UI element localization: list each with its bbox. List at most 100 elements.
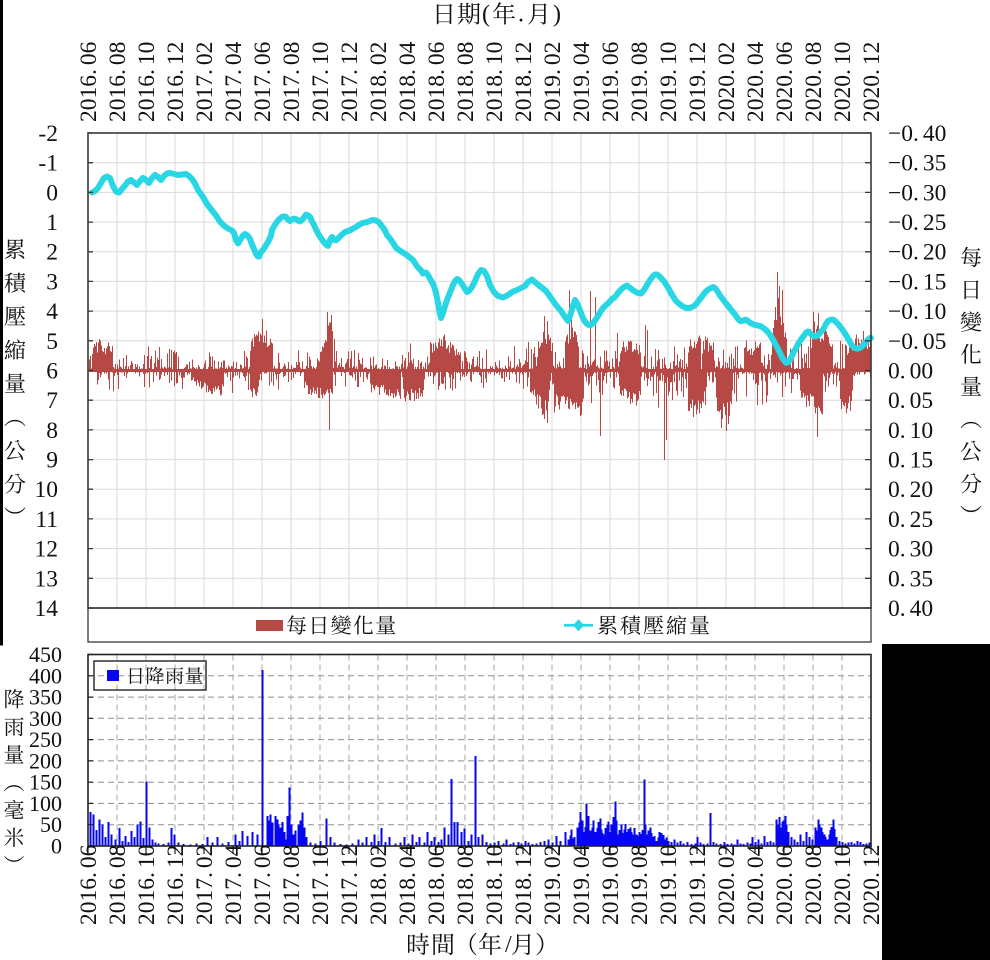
svg-text:−0.: −0. xyxy=(888,269,919,295)
svg-text:1: 1 xyxy=(46,210,58,236)
svg-text:2016.08: 2016.08 xyxy=(105,845,131,925)
svg-text:00: 00 xyxy=(910,359,934,385)
svg-text:12: 12 xyxy=(35,537,59,563)
svg-text:2018.08: 2018.08 xyxy=(453,845,479,925)
svg-text:-1: -1 xyxy=(38,151,58,177)
svg-text:−0.: −0. xyxy=(888,151,919,177)
svg-text:2017.06: 2017.06 xyxy=(250,41,276,122)
svg-text:2020.02: 2020.02 xyxy=(714,845,740,925)
svg-text:2017.02: 2017.02 xyxy=(192,845,218,925)
svg-text:0.: 0. xyxy=(888,388,906,414)
svg-text:250: 250 xyxy=(29,727,62,752)
svg-text:-2: -2 xyxy=(38,121,58,147)
svg-text:2020.10: 2020.10 xyxy=(830,845,856,925)
svg-text:8: 8 xyxy=(46,418,58,444)
svg-text:2016.06: 2016.06 xyxy=(76,41,102,122)
svg-text:(: ( xyxy=(482,2,490,28)
svg-text:2016.12: 2016.12 xyxy=(163,845,189,925)
svg-text:): ) xyxy=(553,2,561,28)
svg-text:0.: 0. xyxy=(888,507,906,533)
svg-text:2017.08: 2017.08 xyxy=(279,845,305,925)
svg-text:2019.04: 2019.04 xyxy=(569,41,595,122)
svg-text:2019.08: 2019.08 xyxy=(627,845,653,925)
svg-text:2020.08: 2020.08 xyxy=(801,845,827,925)
svg-text:2016.06: 2016.06 xyxy=(76,844,102,925)
svg-text:−0.: −0. xyxy=(888,121,919,147)
svg-text:−0.: −0. xyxy=(888,329,919,355)
svg-text:2018.10: 2018.10 xyxy=(482,42,508,122)
svg-text:2020.08: 2020.08 xyxy=(801,42,827,122)
svg-text:13: 13 xyxy=(35,566,59,592)
svg-text:2019.08: 2019.08 xyxy=(627,42,653,122)
svg-text:0.: 0. xyxy=(888,418,906,444)
svg-text:2020.02: 2020.02 xyxy=(714,42,740,122)
svg-text:2019.12: 2019.12 xyxy=(685,42,711,122)
svg-text:10: 10 xyxy=(923,299,947,325)
svg-text:25: 25 xyxy=(923,210,947,236)
svg-text:05: 05 xyxy=(923,329,947,355)
svg-text:20: 20 xyxy=(910,477,934,503)
svg-text:2020.04: 2020.04 xyxy=(743,41,769,122)
svg-text:2018.06: 2018.06 xyxy=(424,844,450,925)
svg-text:25: 25 xyxy=(910,507,934,533)
svg-text:2019.02: 2019.02 xyxy=(540,42,566,122)
svg-text:350: 350 xyxy=(29,685,62,710)
svg-text:35: 35 xyxy=(910,566,934,592)
svg-text:2018.04: 2018.04 xyxy=(395,844,421,925)
svg-text:2020.06: 2020.06 xyxy=(772,844,798,925)
svg-text:2018.06: 2018.06 xyxy=(424,41,450,122)
svg-text:15: 15 xyxy=(923,269,947,295)
svg-text:2016.12: 2016.12 xyxy=(163,42,189,122)
svg-text:05: 05 xyxy=(910,388,934,414)
svg-text:11: 11 xyxy=(35,507,58,533)
svg-text:15: 15 xyxy=(910,448,934,474)
svg-text:2016.08: 2016.08 xyxy=(105,42,131,122)
svg-text:2019.02: 2019.02 xyxy=(540,845,566,925)
svg-text:6: 6 xyxy=(46,359,58,385)
svg-text:2017.10: 2017.10 xyxy=(308,42,334,122)
svg-text:30: 30 xyxy=(923,180,947,206)
svg-text:0.: 0. xyxy=(888,537,906,563)
svg-text:−0.: −0. xyxy=(888,240,919,266)
svg-text:2017.04: 2017.04 xyxy=(221,41,247,122)
svg-text:−0.: −0. xyxy=(888,210,919,236)
svg-text:2018.04: 2018.04 xyxy=(395,41,421,122)
svg-text:2017.08: 2017.08 xyxy=(279,42,305,122)
svg-text:2020.06: 2020.06 xyxy=(772,41,798,122)
svg-text:5: 5 xyxy=(46,329,58,355)
svg-text:−0.: −0. xyxy=(888,299,919,325)
svg-text:2020.12: 2020.12 xyxy=(859,42,885,122)
svg-text:150: 150 xyxy=(29,770,62,795)
svg-text:2017.12: 2017.12 xyxy=(337,845,363,925)
svg-text:2019.04: 2019.04 xyxy=(569,844,595,925)
svg-text:30: 30 xyxy=(910,537,934,563)
svg-text:3: 3 xyxy=(46,269,58,295)
svg-text:/: / xyxy=(505,932,512,958)
svg-text:2017.10: 2017.10 xyxy=(308,845,334,925)
svg-text:2018.12: 2018.12 xyxy=(511,42,537,122)
svg-text:0.: 0. xyxy=(888,477,906,503)
svg-text:2019.10: 2019.10 xyxy=(656,845,682,925)
svg-text:2: 2 xyxy=(46,240,58,266)
svg-text:10: 10 xyxy=(910,418,934,444)
svg-text:2019.06: 2019.06 xyxy=(598,844,624,925)
svg-text:2017.06: 2017.06 xyxy=(250,844,276,925)
svg-text:0.: 0. xyxy=(888,359,906,385)
svg-text:2018.02: 2018.02 xyxy=(366,42,392,122)
svg-text:0.: 0. xyxy=(888,448,906,474)
svg-text:2017.04: 2017.04 xyxy=(221,844,247,925)
svg-text:50: 50 xyxy=(40,812,62,837)
svg-text:300: 300 xyxy=(29,706,62,731)
svg-text:0: 0 xyxy=(51,834,62,859)
svg-text:2020.12: 2020.12 xyxy=(859,845,885,925)
svg-text:40: 40 xyxy=(923,121,947,147)
svg-text:0.: 0. xyxy=(888,566,906,592)
svg-text:2016.10: 2016.10 xyxy=(134,845,160,925)
svg-text:100: 100 xyxy=(29,791,62,816)
svg-text:9: 9 xyxy=(46,448,58,474)
svg-text:200: 200 xyxy=(29,748,62,773)
svg-text:2020.04: 2020.04 xyxy=(743,844,769,925)
svg-text:7: 7 xyxy=(46,388,58,414)
svg-text:2016.10: 2016.10 xyxy=(134,42,160,122)
svg-text:10: 10 xyxy=(35,477,59,503)
